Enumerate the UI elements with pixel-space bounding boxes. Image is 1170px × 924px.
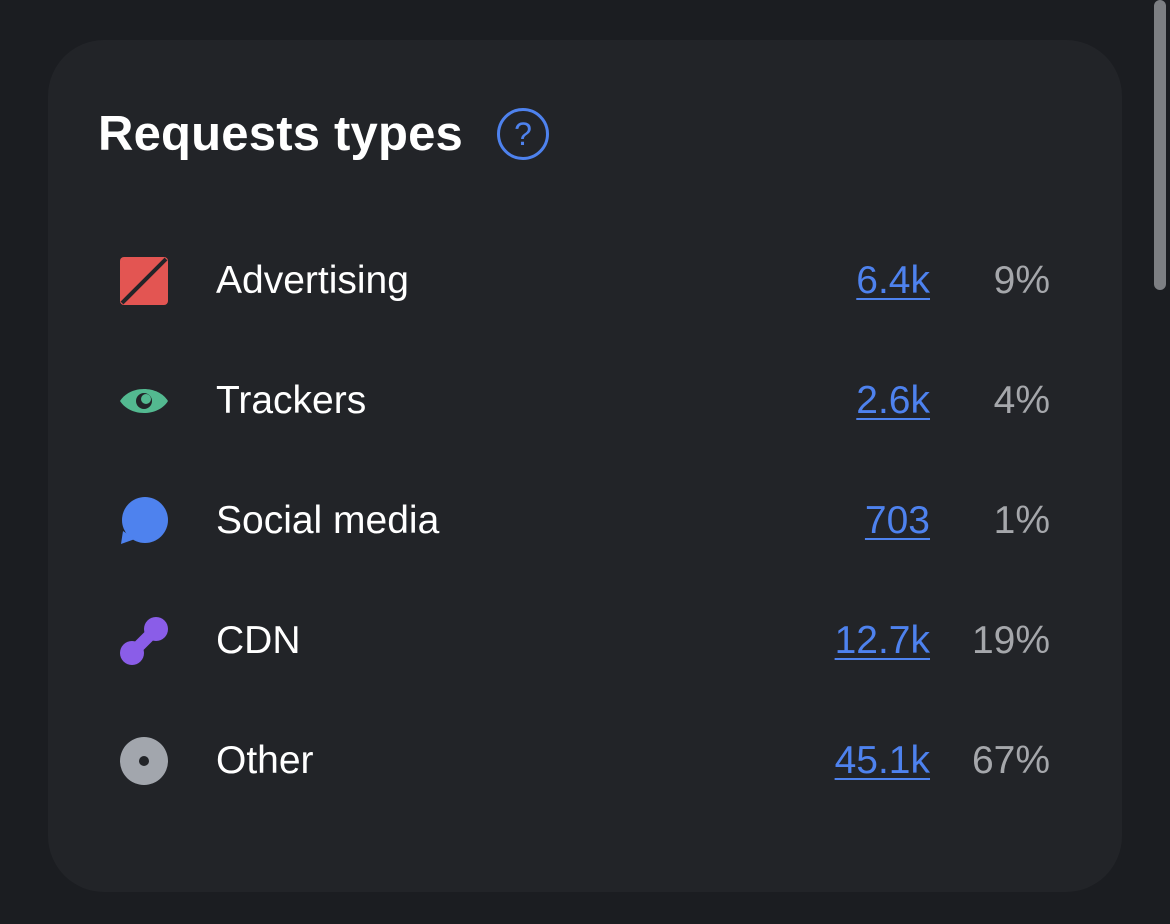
row-label: CDN — [216, 619, 301, 662]
help-question-icon[interactable]: ? — [497, 108, 549, 160]
row-percent: 9% — [993, 259, 1050, 302]
row-percent: 1% — [993, 499, 1050, 542]
request-type-row-social-media: Social media 703 1% — [120, 481, 1050, 561]
row-label: Other — [216, 739, 314, 782]
card-title: Requests types — [98, 107, 463, 161]
row-count-link[interactable]: 2.6k — [856, 379, 930, 422]
cdn-nodes-icon — [120, 617, 168, 665]
row-count-link[interactable]: 6.4k — [856, 259, 930, 302]
chat-bubble-icon — [121, 497, 168, 544]
scrollbar-thumb[interactable] — [1154, 0, 1166, 290]
row-count-link[interactable]: 12.7k — [834, 619, 930, 662]
eye-icon — [120, 389, 168, 413]
row-label: Social media — [216, 499, 440, 542]
request-type-row-trackers: Trackers 2.6k 4% — [120, 361, 1050, 441]
row-label: Trackers — [216, 379, 367, 422]
row-count-link[interactable]: 703 — [864, 499, 930, 542]
page-scrollbar[interactable] — [1150, 0, 1170, 924]
row-count-link[interactable]: 45.1k — [834, 739, 930, 782]
row-percent: 4% — [993, 379, 1050, 422]
requests-types-card: Requests types ? Advertising 6.4k 9% Tra… — [48, 40, 1122, 892]
row-label: Advertising — [216, 259, 409, 302]
card-header: Requests types ? — [98, 106, 549, 162]
request-type-row-advertising: Advertising 6.4k 9% — [120, 241, 1050, 321]
row-percent: 67% — [971, 739, 1050, 782]
request-type-row-other: Other 45.1k 67% — [120, 721, 1050, 801]
dot-circle-icon — [120, 737, 168, 785]
advertising-icon — [120, 257, 168, 305]
row-percent: 19% — [971, 619, 1050, 662]
request-type-row-cdn: CDN 12.7k 19% — [120, 601, 1050, 681]
